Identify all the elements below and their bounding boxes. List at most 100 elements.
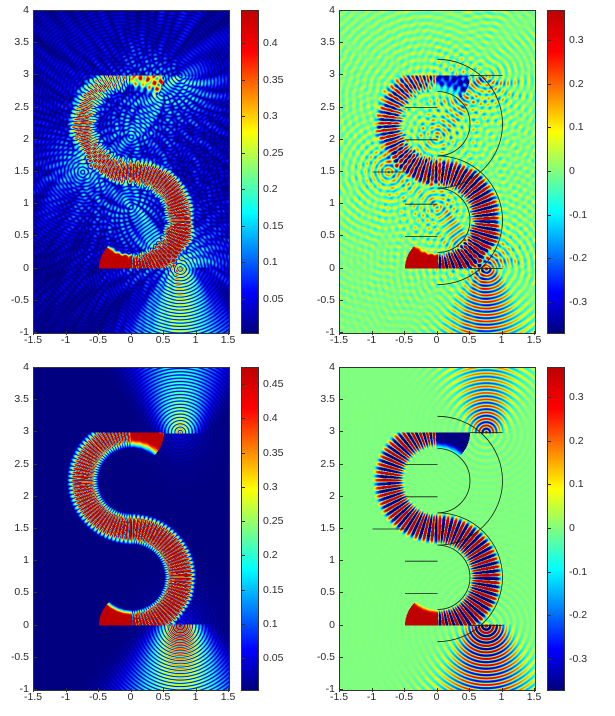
colorbar-tick-label: 0 <box>569 165 575 177</box>
x-axis-tick-label: 0.5 <box>155 691 171 703</box>
x-axis-tickmark <box>534 688 535 692</box>
colorbar-tickmark <box>241 384 245 386</box>
y-axis-tickmark <box>33 203 37 205</box>
x-axis-tickmark <box>534 331 535 335</box>
colorbar-tick-label: 0.3 <box>569 34 584 47</box>
y-axis-tickmark <box>33 528 37 529</box>
colorbar-top-right <box>547 10 565 334</box>
y-axis-tick-label: -1 <box>325 326 335 338</box>
x-axis-tick-label: -1.5 <box>329 691 349 703</box>
x-axis-tickmark <box>371 331 373 335</box>
y-axis-tick-label: 2 <box>23 489 29 502</box>
y-axis-tickmark <box>33 656 37 658</box>
panel-top-left: -1 -0.5 0 0.5 1 1.5 2 2.5 3 3.5 4 -1.5 -1 -0.5 0 0.5 1 1… <box>0 0 307 358</box>
colorbar-tickmark <box>241 225 245 227</box>
colorbar-tickmark <box>547 301 551 303</box>
x-axis-tick-label: -1 <box>366 691 377 703</box>
x-axis-tickmark <box>98 331 99 335</box>
colorbar-tick-label: 0.2 <box>569 77 584 90</box>
y-axis-tickmark <box>33 399 37 401</box>
y-axis-tick-label: 2.5 <box>14 457 29 470</box>
y-axis-tick-label: 0.5 <box>14 586 29 599</box>
x-axis-tick-label: -0.5 <box>394 334 414 346</box>
x-axis-tickmark <box>371 688 373 692</box>
y-axis-ticks-bottom-right: -1 -0.5 0 0.5 1 1.5 2 2.5 3 3.5 4 <box>306 357 337 715</box>
x-axis-tick-label: -1 <box>366 334 377 346</box>
colorbar-top-left <box>241 10 259 334</box>
colorbar-tickmark <box>241 299 245 301</box>
panel-bottom-right: -1 -0.5 0 0.5 1 1.5 2 2.5 3 3.5 4 -1.5 -1 -0.5 0 0.5 1 1… <box>306 357 613 715</box>
x-axis-tickmark <box>436 688 438 692</box>
y-axis-tickmark <box>33 332 37 333</box>
x-axis-tick-label: 1 <box>498 691 505 703</box>
y-axis-tick-label: 0 <box>329 618 335 631</box>
colorbar-tick-label: 0.3 <box>569 391 584 404</box>
y-axis-tickmark <box>339 431 343 433</box>
y-axis-tickmark <box>33 138 37 140</box>
colorbar-tickmark <box>547 440 551 442</box>
x-axis-tickmark <box>65 688 67 692</box>
y-axis-tick-label: -1 <box>19 683 29 695</box>
colorbar-bottom-right <box>547 367 565 691</box>
y-axis-tickmark <box>339 106 343 108</box>
x-axis-tick-label: 0 <box>433 334 440 346</box>
colorbar-tickmark <box>547 528 551 529</box>
y-axis-tick-label: 3 <box>23 425 29 438</box>
waveguide-outline-bottom-right <box>372 415 503 643</box>
waveguide-wall <box>437 91 471 157</box>
waveguide-outline-top-right <box>372 58 503 286</box>
panel-bottom-left: -1 -0.5 0 0.5 1 1.5 2 2.5 3 3.5 4 -1.5 -1 -0.5 0 0.5 1 1… <box>0 357 307 715</box>
y-axis-tickmark <box>33 267 37 269</box>
x-axis-tick-label: -1.5 <box>329 334 349 346</box>
colorbar-tickmark <box>547 658 551 660</box>
x-axis-tickmark <box>98 688 99 692</box>
axes-top-left <box>33 10 230 334</box>
colorbar-tick-label: 0.35 <box>263 446 284 459</box>
colorbar-tickmark <box>547 214 551 216</box>
x-axis-tick-label: 1 <box>192 691 199 703</box>
x-axis-tick-label: -1.5 <box>23 691 43 703</box>
y-axis-tick-label: 0 <box>23 261 29 274</box>
colorbar-tick-label: 0.4 <box>263 412 278 425</box>
y-axis-tickmark <box>339 689 343 690</box>
y-axis-tickmark <box>33 42 37 44</box>
waveguide-wall <box>437 544 471 610</box>
y-axis-tickmark <box>339 299 343 301</box>
colorbar-tick-label: 0.15 <box>263 219 284 232</box>
colorbar-tickmark <box>241 189 245 191</box>
colorbar-tickmark <box>547 397 551 399</box>
y-axis-tick-label: -1 <box>19 326 29 338</box>
y-axis-tickmark <box>339 74 343 76</box>
colorbar-tick-label: 0.1 <box>263 617 278 630</box>
colorbar-tick-label: -0.1 <box>569 208 588 221</box>
x-axis-tickmark <box>404 331 405 335</box>
colorbar-tick-label: 0.35 <box>263 73 284 86</box>
waveguide-outline-top-left <box>34 11 229 333</box>
y-axis-tickmark <box>339 592 343 594</box>
axes-bottom-left <box>33 367 230 691</box>
x-axis-tickmark <box>163 331 164 335</box>
colorbar-tick-label: -0.3 <box>569 295 588 308</box>
y-axis-tickmark <box>339 463 343 465</box>
waveguide-wall <box>437 58 503 189</box>
colorbar-tickmark <box>241 152 245 154</box>
x-axis-tick-label: 1 <box>498 334 505 346</box>
y-axis-tickmark <box>339 42 343 44</box>
y-axis-tickmark <box>33 463 37 465</box>
y-axis-tick-label: 2 <box>329 132 335 145</box>
y-axis-tick-label: -0.5 <box>10 650 29 663</box>
x-axis-tick-label: 1.5 <box>526 691 542 703</box>
colorbar-tick-label: 0.25 <box>263 515 284 528</box>
y-axis-tickmark <box>33 299 37 301</box>
y-axis-tickmark <box>33 495 37 497</box>
x-axis-tickmark <box>436 331 438 335</box>
y-axis-tickmark <box>33 431 37 433</box>
y-axis-tick-label: 3 <box>329 425 335 438</box>
colorbar-tick-label: 0.1 <box>569 478 584 491</box>
x-axis-tick-label: 0 <box>127 334 134 346</box>
colorbar-tick-label: 0.2 <box>263 183 278 196</box>
x-axis-tickmark <box>130 331 132 335</box>
y-axis-tickmark <box>33 624 37 626</box>
x-axis-tick-label: -0.5 <box>88 334 108 346</box>
